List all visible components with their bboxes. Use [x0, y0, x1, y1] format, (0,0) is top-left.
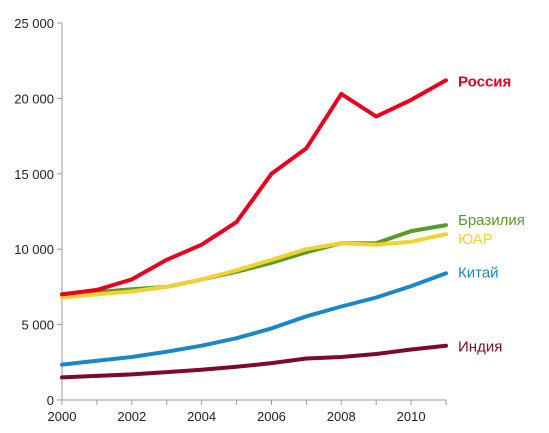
x-tick-label: 2000 — [48, 409, 77, 424]
y-tick-label: 5 000 — [21, 318, 54, 333]
series-line — [60, 223, 448, 297]
series-line — [60, 271, 448, 367]
series-label: Индия — [458, 339, 502, 356]
series-line — [60, 343, 448, 380]
x-tick-label: 2002 — [117, 409, 146, 424]
series-lines — [60, 78, 448, 380]
y-tick-labels: 0 5 000 10 000 15 000 20 000 25 000 — [14, 16, 62, 408]
y-tick-label: 25 000 — [14, 16, 54, 31]
series-label: ЮАР — [458, 231, 493, 248]
y-tick-label: 10 000 — [14, 242, 54, 257]
series-labels: Россия Бразилия ЮАР Китай Индия — [458, 73, 525, 355]
y-tick-label: 0 — [47, 393, 54, 408]
x-tick-label: 2004 — [187, 409, 216, 424]
series-line — [60, 232, 448, 300]
x-tick-label: 2006 — [257, 409, 286, 424]
series-label: Бразилия — [458, 212, 525, 229]
y-tick-label: 20 000 — [14, 91, 54, 106]
series-label: Китай — [458, 264, 499, 281]
series-line — [60, 78, 448, 297]
x-tick-label: 2008 — [327, 409, 356, 424]
x-tick-labels: 2000 2002 2004 2006 2008 2010 — [48, 400, 447, 424]
axes — [61, 23, 446, 401]
x-tick-label: 2010 — [397, 409, 426, 424]
y-tick-label: 15 000 — [14, 167, 54, 182]
series-label: Россия — [458, 73, 511, 90]
